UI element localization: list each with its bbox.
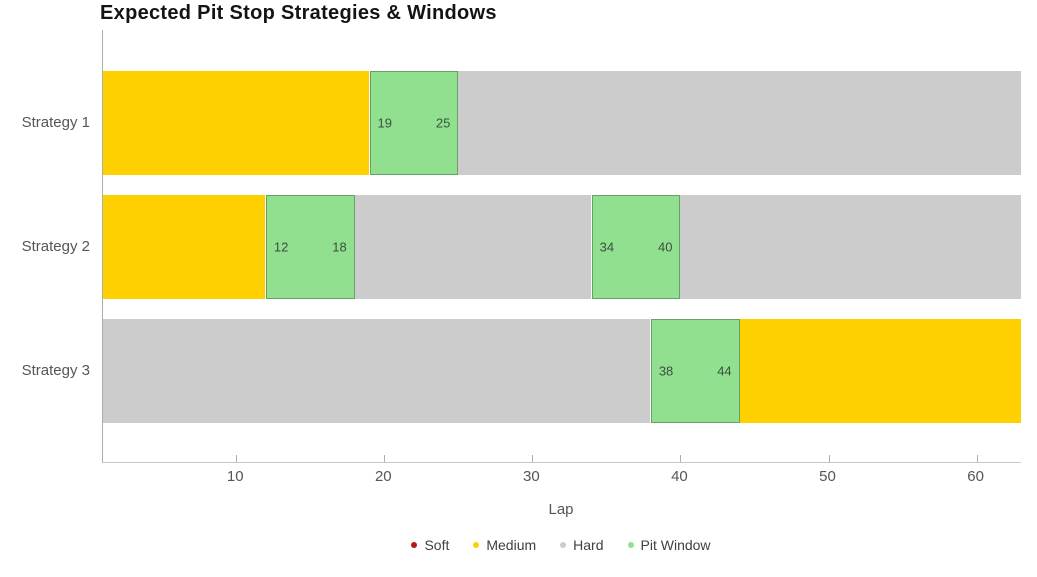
x-tick: [236, 455, 238, 462]
x-tick: [384, 455, 386, 462]
bar-segment-hard: [458, 71, 1021, 175]
x-tick-label: 30: [523, 468, 540, 485]
legend-item-medium[interactable]: Medium: [473, 537, 536, 553]
x-tick: [976, 455, 978, 462]
legend-item-pit-window[interactable]: Pit Window: [627, 537, 711, 553]
x-tick: [680, 455, 682, 462]
pit-window-end-label: 18: [332, 239, 347, 255]
pit-window-start-label: 34: [599, 239, 615, 255]
x-tick-label: 60: [967, 468, 984, 485]
pit-window-start-label: 19: [377, 115, 392, 131]
x-tick-label: 20: [374, 468, 392, 485]
bar-row: 12 18 34 40: [103, 195, 1021, 299]
x-axis-title: Lap: [548, 501, 574, 518]
x-tick: [532, 455, 534, 462]
bar-row: 19 25: [103, 71, 1021, 175]
chart-title: Expected Pit Stop Strategies & Windows: [100, 2, 497, 24]
bar-segment-pit-window: 12 18: [265, 195, 355, 299]
y-axis-label: Strategy 2: [21, 238, 90, 255]
legend-dot-medium: [473, 542, 480, 548]
legend-item-hard[interactable]: Hard: [560, 537, 604, 553]
x-tick-label: 50: [819, 468, 836, 485]
bar-row: 38 44: [103, 319, 1021, 423]
legend-label: Soft: [424, 537, 450, 553]
pit-window-end-label: 25: [435, 115, 451, 131]
y-axis-label: Strategy 3: [21, 362, 90, 379]
y-axis-label: Strategy 1: [21, 114, 90, 131]
bar-segment-pit-window: 38 44: [650, 319, 740, 423]
x-tick-label: 10: [226, 468, 244, 485]
plot-area: 19 25 12 18 34 40 38 44: [102, 30, 1021, 463]
bar-segment-pit-window: 19 25: [369, 71, 459, 175]
bar-segment-hard: [354, 195, 592, 299]
pit-window-end-label: 44: [717, 363, 732, 379]
bar-segment-hard: [680, 195, 1021, 299]
legend-label: Pit Window: [640, 537, 711, 553]
legend-dot-hard: [560, 542, 567, 548]
pit-window-start-label: 12: [273, 239, 289, 255]
x-tick: [828, 455, 830, 462]
pit-window-end-label: 40: [657, 239, 673, 255]
legend-label: Medium: [486, 537, 537, 553]
x-tick-label: 40: [671, 468, 688, 485]
bar-segment-hard: [103, 319, 651, 423]
legend-label: Hard: [573, 537, 604, 553]
legend-dot-pit-window: [627, 542, 634, 548]
bar-segment-pit-window: 34 40: [591, 195, 681, 299]
legend-dot-soft: [411, 542, 418, 548]
legend-item-soft[interactable]: Soft: [411, 537, 449, 553]
bar-segment-medium: [103, 71, 370, 175]
bar-segment-medium: [739, 319, 1021, 423]
legend: Soft Medium Hard Pit Window: [102, 537, 1020, 553]
pit-window-start-label: 38: [658, 363, 674, 379]
bar-segment-medium: [103, 195, 266, 299]
